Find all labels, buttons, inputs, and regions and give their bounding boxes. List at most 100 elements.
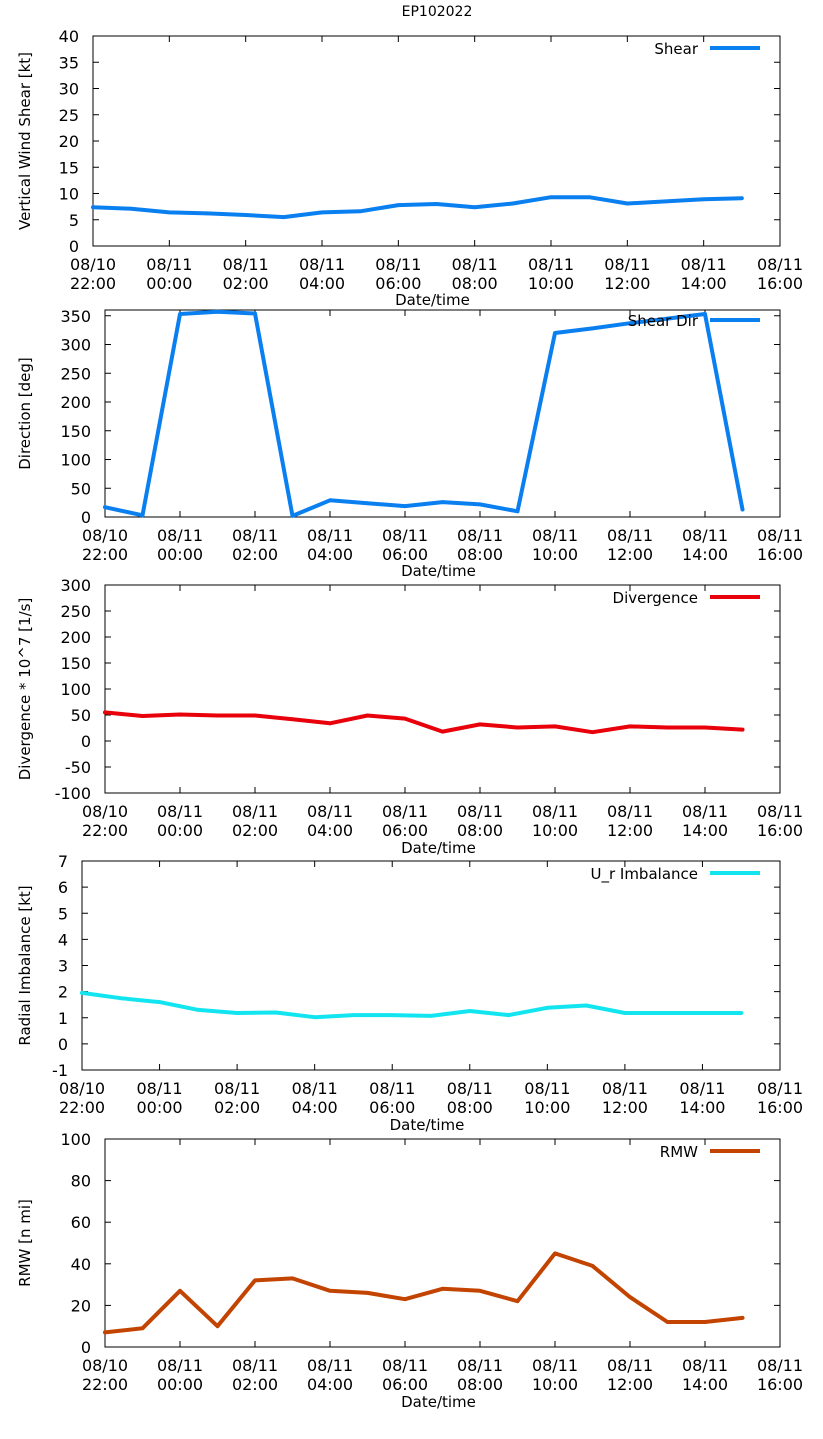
x-tick-date: 08/11	[223, 255, 269, 274]
y-tick-label: 20	[71, 1296, 91, 1315]
y-tick-label: 150	[60, 654, 91, 673]
y-axis-label: Radial Imbalance [kt]	[16, 885, 34, 1045]
x-tick-date: 08/11	[528, 255, 574, 274]
x-tick-time: 04:00	[292, 1098, 338, 1117]
y-tick-label: 30	[59, 80, 79, 99]
x-axis-label: Date/time	[390, 1116, 465, 1134]
x-axis-label: Date/time	[401, 839, 476, 857]
data-point	[740, 1316, 745, 1320]
x-tick-time: 14:00	[682, 545, 728, 564]
data-point	[440, 729, 445, 734]
data-point	[590, 730, 595, 734]
data-point	[103, 505, 107, 510]
y-tick-label: 300	[60, 576, 91, 595]
data-point	[290, 1276, 295, 1281]
x-tick-date: 08/11	[232, 1356, 278, 1375]
plot-frame	[104, 1138, 781, 1348]
data-point	[205, 211, 210, 216]
x-tick-time: 10:00	[524, 1098, 570, 1117]
x-tick-date: 08/11	[232, 526, 278, 545]
x-tick-time: 14:00	[681, 274, 727, 293]
x-tick-time: 22:00	[82, 545, 128, 564]
y-tick-label: 100	[60, 451, 91, 470]
data-point	[365, 1291, 370, 1295]
data-point	[740, 507, 745, 512]
x-tick-time: 06:00	[382, 1375, 428, 1394]
x-tick-date: 08/10	[82, 526, 128, 545]
data-point	[703, 312, 707, 316]
figure-title: EP102022	[402, 4, 473, 20]
x-tick-time: 08:00	[447, 1098, 493, 1117]
y-axis-label: Direction [deg]	[16, 357, 34, 470]
x-tick-time: 06:00	[382, 545, 428, 564]
x-tick-time: 12:00	[607, 1375, 653, 1394]
data-point	[703, 725, 707, 730]
data-point	[328, 721, 332, 726]
data-point	[511, 201, 515, 206]
x-tick-time: 10:00	[528, 274, 574, 293]
x-tick-time: 00:00	[146, 274, 192, 293]
data-point	[351, 1013, 356, 1017]
y-tick-label: 20	[59, 132, 79, 151]
data-point	[328, 498, 332, 503]
y-tick-label: 1	[58, 1009, 68, 1028]
x-tick-date: 08/11	[682, 526, 728, 545]
data-point	[587, 195, 591, 199]
data-point	[140, 1326, 145, 1331]
legend-label: U_r Imbalance	[590, 865, 698, 884]
data-point	[103, 1330, 107, 1335]
x-tick-time: 02:00	[214, 1098, 260, 1117]
y-tick-label: 5	[69, 211, 79, 230]
x-tick-date: 08/11	[157, 526, 203, 545]
x-tick-time: 14:00	[679, 1098, 725, 1117]
data-point	[440, 1286, 445, 1291]
y-tick-label: 35	[59, 53, 79, 72]
y-tick-label: 80	[71, 1172, 91, 1191]
data-point	[103, 710, 107, 715]
y-tick-label: 4	[58, 930, 68, 949]
x-tick-time: 10:00	[532, 1375, 578, 1394]
x-tick-time: 06:00	[375, 274, 421, 293]
data-point	[80, 991, 84, 995]
data-point	[628, 724, 632, 729]
legend-label: Divergence	[613, 589, 698, 607]
data-point	[623, 1011, 627, 1015]
x-tick-date: 08/10	[82, 802, 128, 821]
y-tick-label: 0	[81, 508, 91, 527]
x-tick-date: 08/11	[299, 255, 345, 274]
x-tick-date: 08/11	[447, 1079, 493, 1098]
series-line-shear	[91, 195, 744, 220]
data-point	[515, 509, 520, 514]
x-tick-time: 16:00	[757, 545, 803, 564]
x-tick-time: 06:00	[382, 821, 428, 840]
y-tick-label: 5	[58, 904, 68, 923]
x-tick-time: 12:00	[607, 545, 653, 564]
y-tick-label: 50	[71, 479, 91, 498]
data-point	[91, 205, 95, 209]
y-tick-label: 6	[58, 878, 68, 897]
x-tick-time: 08:00	[452, 274, 498, 293]
x-tick-date: 08/10	[59, 1079, 105, 1098]
data-point	[553, 331, 557, 335]
data-point	[253, 713, 257, 718]
data-point	[515, 725, 520, 730]
x-tick-date: 08/11	[157, 802, 203, 821]
data-point	[178, 1289, 182, 1293]
data-point	[358, 209, 362, 214]
series-line-radial-imbalance	[80, 990, 744, 1020]
x-tick-date: 08/11	[532, 1356, 578, 1375]
data-point	[243, 213, 248, 217]
data-point	[665, 316, 670, 321]
x-tick-date: 08/11	[292, 1079, 338, 1098]
x-tick-date: 08/11	[757, 1079, 803, 1098]
x-tick-date: 08/11	[532, 802, 578, 821]
x-tick-date: 08/11	[457, 526, 503, 545]
x-tick-date: 08/11	[369, 1079, 415, 1098]
x-tick-date: 08/11	[232, 802, 278, 821]
x-tick-date: 08/11	[457, 802, 503, 821]
x-tick-date: 08/11	[457, 1356, 503, 1375]
x-tick-time: 16:00	[757, 821, 803, 840]
data-point	[178, 712, 182, 717]
x-tick-date: 08/11	[307, 526, 353, 545]
y-tick-label: 40	[71, 1255, 91, 1274]
